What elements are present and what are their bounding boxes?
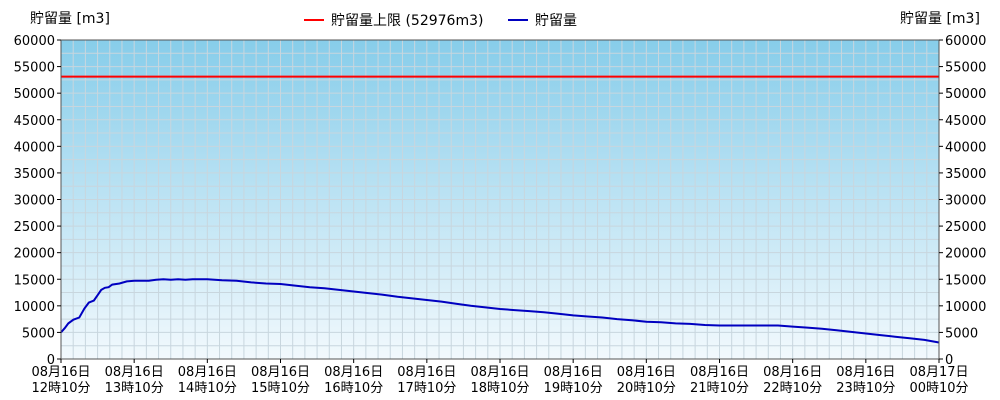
- x-tick-label-time: 18時10分: [470, 381, 529, 396]
- x-tick-label-time: 14時10分: [178, 381, 237, 396]
- y-tick-label-right: 30000: [945, 194, 986, 209]
- y-tick-label-left: 0: [47, 353, 55, 368]
- y-tick-label-left: 15000: [14, 273, 55, 288]
- y-tick-label-left: 10000: [14, 300, 55, 315]
- y-tick-label-right: 5000: [945, 326, 978, 341]
- x-tick-label-date: 08月16日: [31, 365, 90, 380]
- x-tick-label-time: 22時10分: [763, 381, 822, 396]
- y-tick-label-right: 15000: [945, 273, 986, 288]
- y-tick-label-left: 30000: [14, 194, 55, 209]
- series-storage-line: [60, 278, 940, 344]
- x-tick-label-date: 08月16日: [544, 365, 603, 380]
- y-axis-label-left: 貯留量 [m3]: [30, 11, 110, 27]
- x-tick-label-time: 00時10分: [909, 381, 968, 396]
- x-tick-label-date: 08月16日: [324, 365, 383, 380]
- y-tick-label-right: 25000: [945, 220, 986, 235]
- x-tick-label-time: 12時10分: [31, 381, 90, 396]
- y-tick-label-left: 35000: [14, 167, 55, 182]
- x-tick-label-date: 08月16日: [836, 365, 895, 380]
- x-tick-label-time: 16時10分: [324, 381, 383, 396]
- x-tick-label-time: 19時10分: [544, 381, 603, 396]
- y-axis-label-right: 貯留量 [m3]: [900, 11, 980, 27]
- y-tick-label-left: 20000: [14, 247, 55, 262]
- x-tick-label-date: 08月16日: [763, 365, 822, 380]
- y-tick-label-left: 55000: [14, 61, 55, 76]
- x-tick-label-date: 08月16日: [251, 365, 310, 380]
- x-tick-label-date: 08月16日: [178, 365, 237, 380]
- y-tick-label-right: 0: [945, 353, 953, 368]
- y-tick-label-left: 25000: [14, 220, 55, 235]
- legend-label-upper-limit: 貯留量上限 (52976m3): [331, 13, 483, 29]
- x-tick-label-time: 21時10分: [690, 381, 749, 396]
- x-tick-label-date: 08月16日: [690, 365, 749, 380]
- x-tick-label-time: 17時10分: [397, 381, 456, 396]
- y-tick-label-right: 10000: [945, 300, 986, 315]
- y-tick-label-right: 35000: [945, 167, 986, 182]
- y-tick-label-left: 50000: [14, 87, 55, 102]
- y-tick-label-left: 45000: [14, 114, 55, 129]
- y-tick-label-left: 5000: [22, 326, 55, 341]
- x-tick-label-date: 08月16日: [105, 365, 164, 380]
- y-tick-label-right: 50000: [945, 87, 986, 102]
- x-tick-label-time: 20時10分: [617, 381, 676, 396]
- y-tick-label-right: 20000: [945, 247, 986, 262]
- x-tick-label-time: 23時10分: [836, 381, 895, 396]
- legend-label-storage: 貯留量: [535, 13, 577, 29]
- y-tick-label-left: 40000: [14, 140, 55, 155]
- x-tick-label-time: 15時10分: [251, 381, 310, 396]
- x-tick-label-time: 13時10分: [105, 381, 164, 396]
- y-tick-label-right: 40000: [945, 140, 986, 155]
- x-tick-label-date: 08月16日: [617, 365, 676, 380]
- y-tick-label-left: 60000: [14, 34, 55, 49]
- x-tick-label-date: 08月16日: [397, 365, 456, 380]
- x-tick-label-date: 08月16日: [470, 365, 529, 380]
- y-tick-label-right: 60000: [945, 34, 986, 49]
- y-tick-label-right: 45000: [945, 114, 986, 129]
- x-tick-label-date: 08月17日: [909, 365, 968, 380]
- legend: 貯留量上限 (52976m3) 貯留量: [304, 13, 577, 29]
- y-tick-label-right: 55000: [945, 61, 986, 76]
